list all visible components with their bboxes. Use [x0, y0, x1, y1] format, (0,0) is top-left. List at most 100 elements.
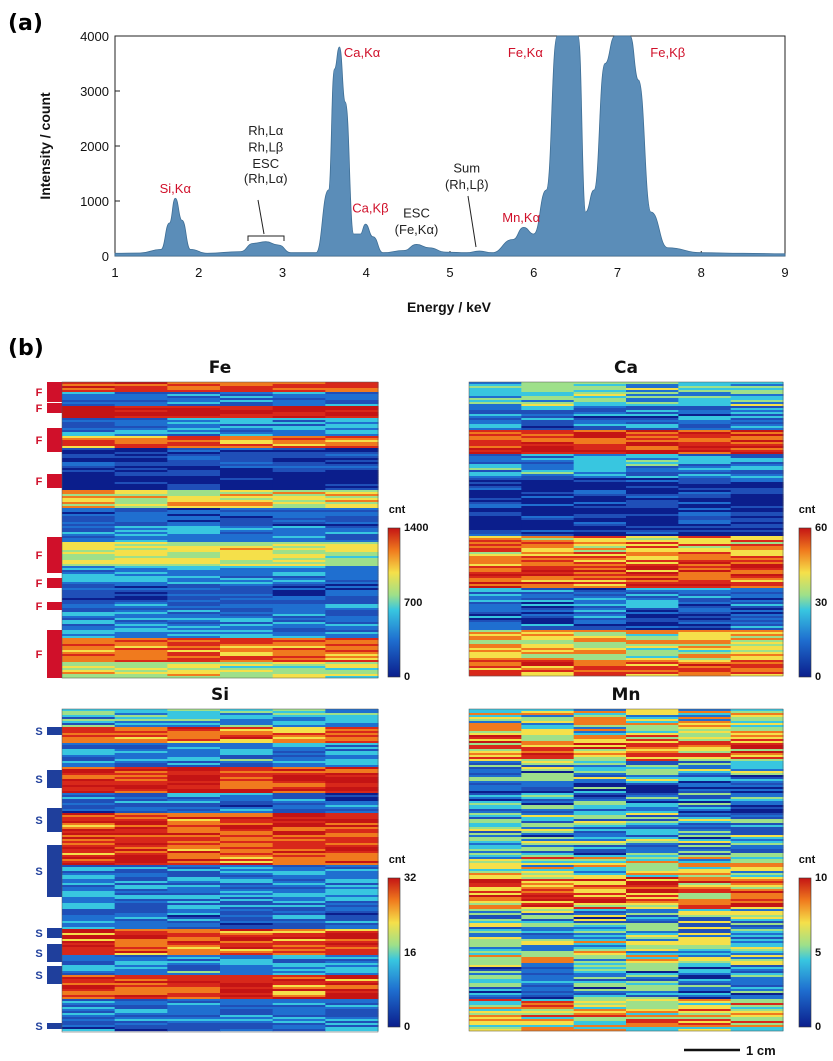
map-pixel-row — [626, 640, 679, 643]
map-pixel-row — [730, 795, 784, 798]
map-pixel-row — [325, 520, 379, 523]
map-pixel-row — [325, 983, 379, 986]
map-pixel-row — [325, 799, 379, 802]
map-pixel-row — [573, 656, 627, 659]
map-pixel-row — [730, 574, 784, 577]
map-pixel-row — [626, 432, 679, 435]
si-colorbar — [387, 877, 401, 1028]
map-pixel-row — [325, 414, 379, 417]
map-pixel-row — [167, 628, 221, 631]
map-pixel-row — [573, 428, 627, 431]
map-pixel-row — [62, 514, 116, 517]
map-pixel-row — [114, 991, 168, 994]
map-pixel-row — [521, 422, 575, 425]
map-pixel-row — [62, 524, 116, 527]
map-pixel-row — [272, 777, 326, 780]
map-pixel-row — [469, 648, 522, 651]
map-pixel-row — [573, 777, 627, 780]
map-pixel-row — [521, 384, 575, 387]
scale-bar-label: 1 cm — [746, 1043, 776, 1058]
map-pixel-row — [62, 755, 116, 758]
map-pixel-row — [469, 921, 522, 924]
map-pixel-row — [730, 1017, 784, 1020]
map-pixel-row — [521, 787, 575, 790]
map-pixel-row — [678, 951, 732, 954]
map-pixel-row — [730, 486, 784, 489]
map-pixel-row — [114, 630, 168, 633]
map-pixel-row — [167, 638, 221, 641]
map-pixel-row — [626, 735, 679, 738]
map-pixel-row — [167, 524, 221, 527]
map-pixel-row — [167, 508, 221, 511]
map-pixel-row — [469, 743, 522, 746]
map-pixel-row — [114, 983, 168, 986]
map-pixel-row — [220, 847, 274, 850]
map-pixel-row — [114, 516, 168, 519]
map-pixel-row — [325, 460, 379, 463]
map-pixel-row — [678, 931, 732, 934]
map-pixel-row — [325, 761, 379, 764]
map-pixel-row — [573, 478, 627, 481]
map-pixel-row — [272, 887, 326, 890]
map-pixel-row — [220, 652, 274, 655]
map-pixel-row — [167, 620, 221, 623]
map-pixel-row — [678, 416, 732, 419]
map-pixel-row — [114, 1023, 168, 1026]
map-pixel-row — [325, 985, 379, 988]
map-pixel-row — [678, 658, 732, 661]
map-pixel-row — [626, 759, 679, 762]
map-pixel-row — [62, 530, 116, 533]
map-pixel-row — [272, 510, 326, 513]
map-pixel-row — [626, 614, 679, 617]
map-pixel-row — [678, 480, 732, 483]
map-pixel-row — [325, 398, 379, 401]
map-pixel-row — [114, 432, 168, 435]
map-pixel-row — [469, 887, 522, 890]
map-pixel-row — [521, 462, 575, 465]
map-pixel-row — [469, 546, 522, 549]
map-pixel-row — [167, 743, 221, 746]
map-pixel-row — [469, 570, 522, 573]
map-pixel-row — [167, 847, 221, 850]
map-pixel-row — [730, 498, 784, 501]
map-pixel-row — [678, 422, 732, 425]
map-pixel-row — [469, 566, 522, 569]
map-pixel-row — [730, 999, 784, 1002]
map-pixel-row — [469, 763, 522, 766]
map-pixel-row — [114, 745, 168, 748]
map-pixel-row — [678, 955, 732, 958]
layer-marker-bar — [47, 474, 62, 488]
map-pixel-row — [573, 779, 627, 782]
map-pixel-row — [114, 466, 168, 469]
map-pixel-row — [167, 636, 221, 639]
map-pixel-row — [573, 454, 627, 457]
map-pixel-row — [469, 504, 522, 507]
map-pixel-row — [114, 715, 168, 718]
map-pixel-row — [678, 747, 732, 750]
map-pixel-row — [678, 911, 732, 914]
map-pixel-row — [167, 927, 221, 930]
map-pixel-row — [521, 628, 575, 631]
map-pixel-row — [167, 1009, 221, 1012]
map-pixel-row — [114, 761, 168, 764]
map-pixel-row — [678, 875, 732, 878]
map-pixel-row — [573, 628, 627, 631]
map-pixel-row — [678, 640, 732, 643]
map-pixel-row — [167, 410, 221, 413]
map-pixel-row — [62, 863, 116, 866]
map-pixel-row — [272, 827, 326, 830]
map-pixel-row — [325, 1027, 379, 1030]
map-pixel-row — [678, 576, 732, 579]
map-pixel-row — [220, 761, 274, 764]
map-pixel-row — [626, 867, 679, 870]
map-pixel-row — [469, 979, 522, 982]
layer-marker-letter: S — [35, 948, 42, 960]
map-pixel-row — [62, 630, 116, 633]
map-pixel-row — [62, 672, 116, 675]
map-pixel-row — [469, 749, 522, 752]
map-pixel-row — [220, 855, 274, 858]
map-pixel-row — [678, 478, 732, 481]
map-pixel-row — [573, 917, 627, 920]
map-pixel-row — [220, 711, 274, 714]
map-pixel-row — [626, 582, 679, 585]
